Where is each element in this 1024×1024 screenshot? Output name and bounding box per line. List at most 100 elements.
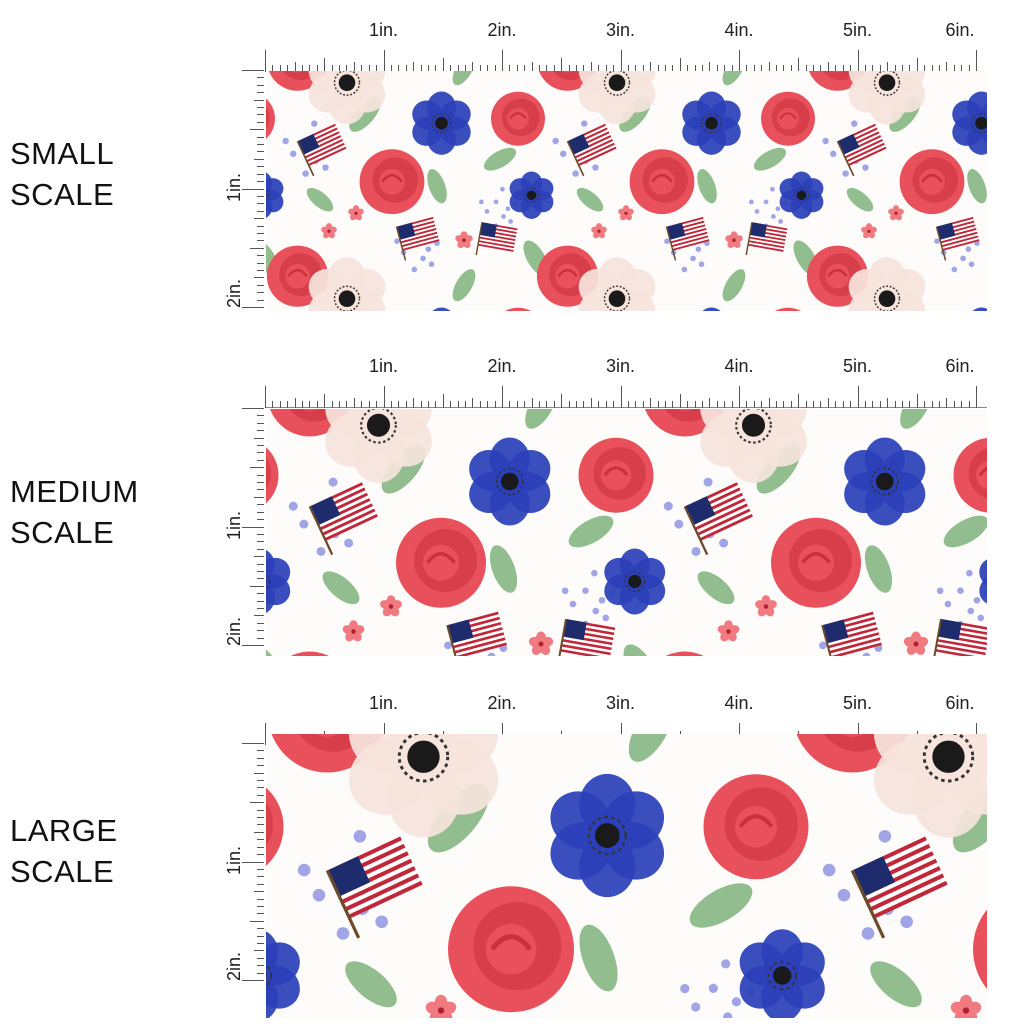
ruler-inch-label: 1in. xyxy=(224,845,245,875)
leaf-icon xyxy=(689,883,753,928)
ruler-minor-tick xyxy=(254,218,264,220)
ruler-minor-tick xyxy=(605,401,607,408)
ruler-minor-tick xyxy=(701,65,703,72)
american-flag-icon xyxy=(308,482,378,556)
leaf-icon xyxy=(322,571,360,605)
ruler-inch-label: 5in. xyxy=(842,693,873,713)
ruler-minor-tick xyxy=(257,600,264,602)
rose-icon xyxy=(665,651,704,656)
ruler-minor-tick xyxy=(783,65,785,72)
ruler-minor-tick xyxy=(257,846,264,848)
rose-icon xyxy=(448,886,574,1013)
ruler-minor-tick xyxy=(961,401,963,408)
ruler-minor-tick xyxy=(924,401,926,408)
ruler-minor-tick xyxy=(820,65,822,72)
ruler-inch-tick xyxy=(242,526,264,528)
ruler-inch-tick xyxy=(502,50,503,72)
rose-icon xyxy=(396,517,486,608)
ruler-minor-tick xyxy=(257,173,264,175)
ruler-minor-tick xyxy=(324,394,326,408)
leaf-icon xyxy=(967,169,987,204)
american-flag-icon xyxy=(556,618,616,656)
blue-anemone-icon xyxy=(972,307,987,311)
blue-anemone-icon xyxy=(266,550,291,613)
ruler-inch-tick xyxy=(242,861,264,863)
ruler-inch-label: 1in. xyxy=(368,693,399,713)
ruler-minor-tick xyxy=(257,541,264,543)
ruler-minor-tick xyxy=(257,765,264,767)
ruler-inch-label: 1in. xyxy=(224,510,245,540)
rose-icon xyxy=(775,307,801,311)
ruler-minor-tick xyxy=(257,422,264,424)
ruler-minor-tick xyxy=(316,401,318,408)
small-bloom-icon xyxy=(591,223,607,239)
ruler-inch-label: 2in. xyxy=(487,20,517,40)
small-bloom-icon xyxy=(725,231,743,249)
ruler-inch-label: 4in. xyxy=(724,693,754,713)
ruler-minor-tick xyxy=(731,401,733,408)
ruler-minor-tick xyxy=(390,401,392,408)
ruler-minor-tick xyxy=(694,401,696,408)
ruler-minor-tick xyxy=(346,401,348,408)
ruler-minor-tick xyxy=(405,401,407,408)
small-scale-label: SMALL SCALE xyxy=(10,133,114,215)
blue-anemone-icon xyxy=(682,91,741,155)
blue-anemone-icon xyxy=(604,548,666,615)
ruler-minor-tick xyxy=(254,437,264,439)
ruler-minor-tick xyxy=(576,401,578,408)
leaf-icon xyxy=(576,187,604,212)
ruler-minor-tick xyxy=(968,401,970,408)
small-bloom-icon xyxy=(342,620,365,642)
pattern-tile xyxy=(266,734,674,1018)
american-flag-icon xyxy=(446,611,507,656)
ruler-minor-tick xyxy=(257,898,264,900)
leaf-icon xyxy=(864,545,893,593)
ruler-inch-tick xyxy=(265,50,266,72)
small-bloom-icon xyxy=(861,223,877,239)
ruler-inch-label: 5in. xyxy=(842,356,873,376)
ruler-minor-tick xyxy=(257,593,264,595)
ruler-minor-tick xyxy=(257,225,264,227)
ruler-minor-tick xyxy=(813,65,815,72)
leaf-icon xyxy=(952,783,987,853)
left-ruler-medium: 1in. 2in. xyxy=(224,408,264,658)
ruler-minor-tick xyxy=(894,401,896,408)
small-bloom-icon xyxy=(618,205,634,221)
ruler-minor-tick xyxy=(931,401,933,408)
ruler-inch-tick xyxy=(242,645,264,646)
ruler-minor-tick xyxy=(353,398,355,408)
ruler-minor-tick xyxy=(650,398,652,408)
ruler-minor-tick xyxy=(257,578,264,580)
ruler-inch-tick xyxy=(242,307,264,308)
ruler-minor-tick xyxy=(257,114,264,116)
ruler-minor-tick xyxy=(464,401,466,408)
blue-anemone-icon xyxy=(779,171,824,219)
rose-icon xyxy=(266,787,284,866)
ruler-minor-tick xyxy=(257,203,264,205)
ruler-minor-tick xyxy=(464,65,466,72)
ruler-minor-tick xyxy=(901,401,903,408)
ruler-minor-tick xyxy=(457,65,459,72)
small-bloom-icon xyxy=(425,994,457,1018)
white-anemone-icon xyxy=(873,734,987,838)
white-anemone-icon xyxy=(578,71,656,125)
ruler-minor-tick xyxy=(257,854,264,856)
ruler-minor-tick xyxy=(805,65,807,72)
blue-anemone-icon xyxy=(432,307,451,311)
ruler-minor-tick xyxy=(324,58,326,72)
ruler-minor-tick xyxy=(257,824,264,826)
ruler-minor-tick xyxy=(761,65,763,72)
american-flag-icon xyxy=(325,836,423,939)
ruler-minor-tick xyxy=(257,876,264,878)
ruler-minor-tick xyxy=(783,401,785,408)
small-bloom-icon xyxy=(755,595,777,617)
rose-icon xyxy=(761,91,815,146)
ruler-minor-tick xyxy=(509,401,511,408)
pattern-tile xyxy=(745,216,987,311)
rose-icon xyxy=(578,437,654,513)
ruler-minor-tick xyxy=(768,62,770,72)
small-bloom-icon xyxy=(455,231,473,249)
swatch-medium xyxy=(266,409,987,656)
ruler-minor-tick xyxy=(398,65,400,72)
ruler-minor-tick xyxy=(798,394,800,408)
